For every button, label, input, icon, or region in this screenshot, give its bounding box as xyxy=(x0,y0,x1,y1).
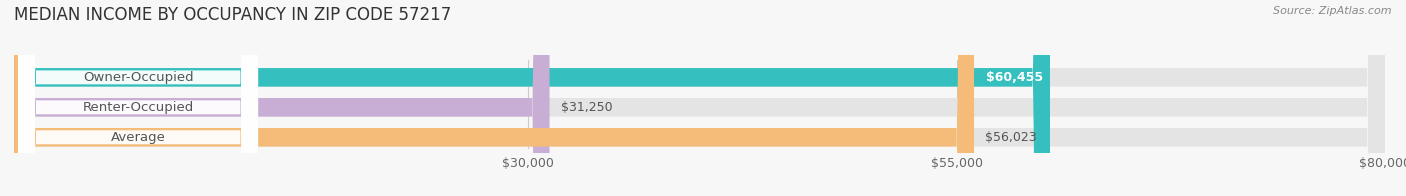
FancyBboxPatch shape xyxy=(14,0,1385,196)
Text: $60,455: $60,455 xyxy=(986,71,1043,84)
FancyBboxPatch shape xyxy=(14,0,1050,196)
Text: Average: Average xyxy=(111,131,166,144)
FancyBboxPatch shape xyxy=(14,0,974,196)
FancyBboxPatch shape xyxy=(14,0,550,196)
FancyBboxPatch shape xyxy=(18,0,259,196)
FancyBboxPatch shape xyxy=(14,0,1385,196)
FancyBboxPatch shape xyxy=(18,0,259,196)
Text: MEDIAN INCOME BY OCCUPANCY IN ZIP CODE 57217: MEDIAN INCOME BY OCCUPANCY IN ZIP CODE 5… xyxy=(14,6,451,24)
FancyBboxPatch shape xyxy=(14,0,1385,196)
Text: Owner-Occupied: Owner-Occupied xyxy=(83,71,194,84)
FancyBboxPatch shape xyxy=(18,0,259,196)
Text: Renter-Occupied: Renter-Occupied xyxy=(83,101,194,114)
Text: $31,250: $31,250 xyxy=(561,101,612,114)
Text: $56,023: $56,023 xyxy=(986,131,1036,144)
Text: Source: ZipAtlas.com: Source: ZipAtlas.com xyxy=(1274,6,1392,16)
